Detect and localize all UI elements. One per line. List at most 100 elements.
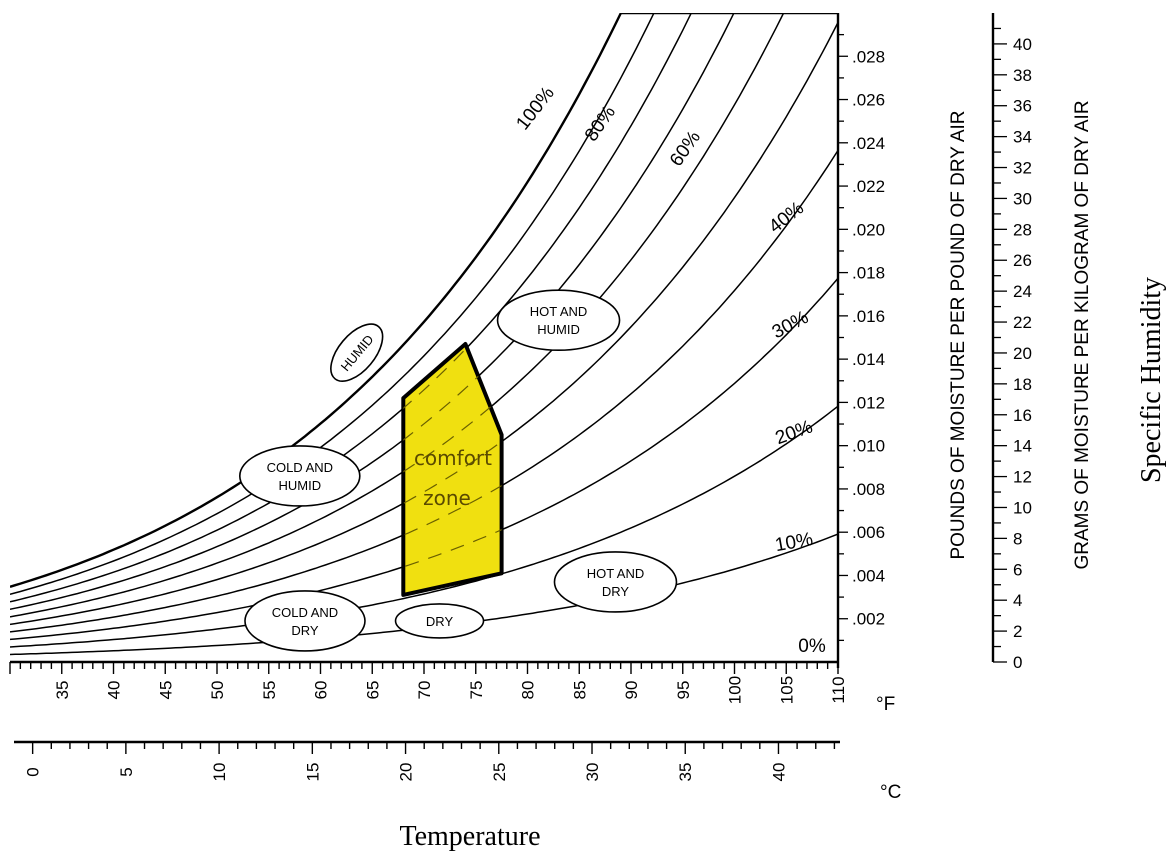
region-label: DRY <box>394 603 485 639</box>
comfort-zone-layer: comfort zone <box>401 342 504 597</box>
y-axis-lb-tick-label: .010 <box>852 437 885 456</box>
y-axis-g-tick-label: 30 <box>1013 189 1032 208</box>
x-axis-c-tick-label: 5 <box>117 767 136 776</box>
y-axis-g-tick-label: 20 <box>1013 344 1032 363</box>
x-axis-f-tick-label: 110 <box>829 676 848 703</box>
comfort-zone-trace <box>403 469 502 545</box>
x-axis-f-tick-label: 85 <box>570 681 589 700</box>
y-axis-lb-tick-label: .002 <box>852 610 885 629</box>
x-axis-f-tick-label: 60 <box>312 681 331 700</box>
x-axis-f-tick-label: 75 <box>467 681 486 700</box>
region-text: HOT AND <box>587 566 645 581</box>
x-axis-f-tick-label: 80 <box>519 681 538 700</box>
x-axis-title: Temperature <box>399 821 540 852</box>
region-label: COLD AND DRY <box>244 590 366 652</box>
y-axis-g-tick-label: 38 <box>1013 66 1032 85</box>
x-axis-f-tick-label: 100 <box>726 676 745 704</box>
x-axis-c-tick-label: 20 <box>397 763 416 782</box>
x-axis-c-tick-label: 30 <box>583 763 602 782</box>
x-axis-f-tick-label: 70 <box>415 681 434 700</box>
rh-label: 10% <box>773 529 814 556</box>
region-text: DRY <box>426 614 454 629</box>
y-axis-g-tick-label: 40 <box>1013 35 1032 54</box>
comfort-zone-label: zone <box>423 486 471 510</box>
region-label: HOT AND DRY <box>553 551 678 613</box>
region-ellipse <box>244 590 366 652</box>
y-axis-g-tick-label: 34 <box>1013 128 1032 147</box>
region-ellipse <box>394 603 485 639</box>
x-axis-f-tick-label: 90 <box>622 681 641 700</box>
region-ellipse <box>238 445 361 507</box>
region-text: DRY <box>291 623 319 638</box>
y-axis-g-tick-label: 28 <box>1013 220 1032 239</box>
region-label: HOT AND HUMID <box>496 289 621 351</box>
region-text: HUMID <box>537 322 580 337</box>
x-axis-c-tick-label: 0 <box>24 767 43 776</box>
x-axis-f-tick-label: 45 <box>156 681 175 700</box>
y-axis-lb-tick-label: .006 <box>852 523 885 542</box>
y-axis-lb-tick-label: .008 <box>852 480 885 499</box>
rh-label: 30% <box>769 307 813 343</box>
y-axis-g-tick-label: 36 <box>1013 97 1032 116</box>
y-axis-lb-tick-label: .012 <box>852 393 885 412</box>
y-axis-lb-tick-label: .016 <box>852 307 885 326</box>
y-axis-lb-tick-label: .028 <box>852 47 885 66</box>
y-axis-g-tick-label: 22 <box>1013 313 1032 332</box>
region-ellipse <box>496 289 621 351</box>
y-axis-g-title: GRAMS OF MOISTURE PER KILOGRAM OF DRY AI… <box>1072 100 1093 569</box>
x-axis-f-unit: °F <box>876 694 895 715</box>
region-text: HOT AND <box>530 304 588 319</box>
x-axis-c-tick-label: 35 <box>676 763 695 782</box>
y-axis-lb-tick-label: .020 <box>852 220 885 239</box>
rh-label: 20% <box>773 416 816 449</box>
region-text: DRY <box>602 584 630 599</box>
y-axis-g-tick-label: 26 <box>1013 251 1032 270</box>
comfort-zone-label: comfort <box>414 446 492 470</box>
region-label: HUMID <box>330 323 384 382</box>
region-ellipse <box>330 323 384 382</box>
comfort-zone-trace <box>403 344 502 367</box>
y-axis-lb-tick-label: .014 <box>852 350 885 369</box>
y-axis-g-tick-label: 0 <box>1013 653 1022 672</box>
x-axis-f-tick-label: 65 <box>363 681 382 700</box>
y-axis-lb-tick-label: .022 <box>852 177 885 196</box>
y-axis-lb-tick-label: .018 <box>852 264 885 283</box>
y-axis-g-tick-label: 12 <box>1013 468 1032 487</box>
region-ellipse <box>553 551 678 613</box>
y-axis-g-tick-label: 4 <box>1013 591 1022 610</box>
y-axis-g-tick-label: 16 <box>1013 406 1032 425</box>
y-axis-lb-tick-label: .024 <box>852 134 885 153</box>
rh-curve-90 <box>10 13 655 596</box>
comfort-zone-trace <box>403 344 502 427</box>
x-axis-f-tick-label: 95 <box>674 681 693 700</box>
y-axis-g-tick-label: 18 <box>1013 375 1032 394</box>
comfort-zone-trace <box>403 517 502 574</box>
region-label: COLD AND HUMID <box>238 445 361 507</box>
x-axis-c-unit: °C <box>880 782 901 803</box>
x-axis-c-tick-label: 40 <box>769 763 788 782</box>
x-axis-f-tick-label: 105 <box>777 676 796 704</box>
y-axis-g-tick-label: 8 <box>1013 529 1022 548</box>
rh-label: 0% <box>798 636 826 657</box>
rh-label: 100% <box>512 83 559 134</box>
x-axis-f-tick-label: 35 <box>53 681 72 700</box>
rh-curve-100 <box>10 13 623 588</box>
region-labels: HUMID HOT AND HUMID COLD AND HUMID HOT AND DRY… <box>238 289 678 652</box>
rh-curve-20 <box>10 405 838 648</box>
y-axis-title: Specific Humidity <box>1136 277 1167 483</box>
x-axis-c-tick-label: 15 <box>303 763 322 782</box>
y-axis-g-tick-label: 14 <box>1013 437 1032 456</box>
y-axis-lb-tick-label: .026 <box>852 91 885 110</box>
comfort-zone-trace <box>403 373 502 486</box>
y-axis-g-tick-label: 2 <box>1013 622 1022 641</box>
y-axis-g-tick-label: 6 <box>1013 560 1022 579</box>
x-axis-c-tick-label: 25 <box>490 763 509 782</box>
y-axis-g-tick-label: 24 <box>1013 282 1032 301</box>
x-axis-f-tick-label: 40 <box>105 681 124 700</box>
region-text: HUMID <box>278 478 321 493</box>
y-axis-g-tick-label: 10 <box>1013 498 1032 517</box>
comfort-zone-trace <box>403 421 502 515</box>
y-axis-lb-title: POUNDS OF MOISTURE PER POUND OF DRY AIR <box>948 110 969 559</box>
